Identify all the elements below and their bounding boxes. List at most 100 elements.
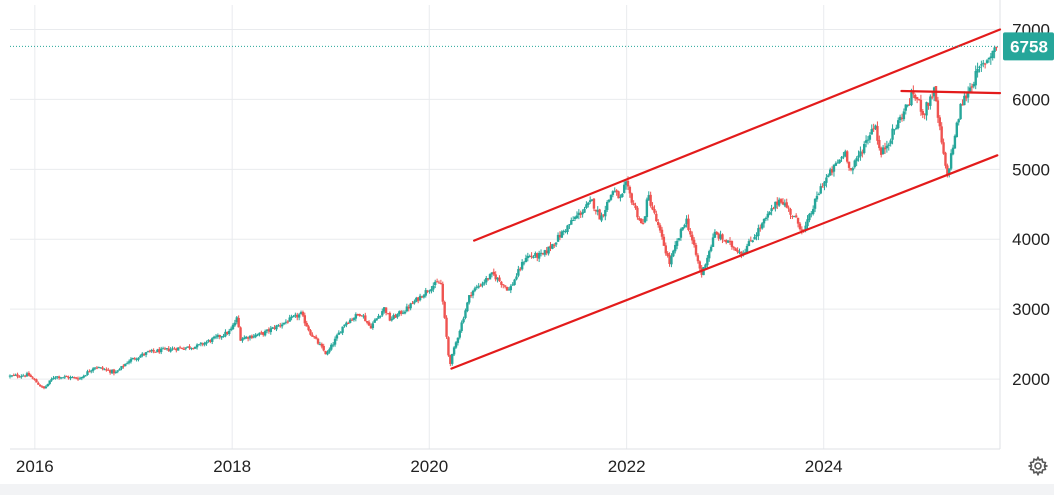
candle-body [798,223,802,230]
candle [838,159,841,164]
candle [320,342,324,349]
candle-body [42,386,46,389]
candle [239,326,242,341]
candle-body [704,264,707,268]
candle-body [8,375,12,377]
candle-body [216,334,220,337]
candle [711,233,715,247]
candle [770,204,773,216]
candle-body [125,363,129,365]
candle [575,211,579,220]
candle [817,192,821,196]
candle-body [80,377,84,379]
candle [876,121,879,145]
candle [492,268,495,276]
candle [413,299,416,305]
candle [471,289,475,299]
candle [307,324,310,332]
candle-body [838,159,841,164]
candle-body [40,386,44,388]
candle [456,337,460,346]
candle-body [844,151,847,157]
candle-body [830,169,834,173]
candle [723,239,726,242]
candle-body [536,253,539,258]
candle [156,348,159,353]
candle [721,233,724,244]
candle-body [808,214,811,221]
candle-body [989,56,993,59]
candle [31,375,34,380]
candle [386,313,390,315]
candle [337,330,341,335]
candle [607,199,611,203]
candle [658,223,662,233]
candle [863,141,866,155]
candle [430,286,433,294]
candle [568,223,571,229]
candle [483,279,486,286]
candle [481,281,484,288]
candle [396,313,399,319]
candle-body [426,290,429,292]
candle-body [169,349,172,352]
candle [949,149,953,171]
candle [330,343,333,351]
candle [475,284,478,290]
candle [435,278,439,283]
candle-body [919,99,923,112]
candle [447,336,450,357]
candle-body [821,186,824,188]
candle-body [931,96,934,98]
candle-body [857,155,860,158]
candle [936,96,940,123]
candle [605,200,609,212]
candle-body [759,227,762,229]
candle-body [67,376,70,379]
settings-button[interactable] [1026,454,1050,478]
candle [600,212,603,223]
candle-body [403,311,407,314]
candle-body [887,144,890,146]
candle [288,314,291,322]
candle [25,371,29,377]
candle-body [496,277,499,280]
candle [48,380,51,386]
candle-body [175,348,178,351]
candle [297,313,301,321]
candles [8,45,998,390]
candle [350,317,354,322]
candle-body [107,369,110,371]
candle [855,156,858,167]
candle [290,314,293,321]
candle [392,313,395,320]
candle-body [878,140,881,149]
candle-body [424,290,427,296]
candle-body [318,344,322,346]
candle [184,347,187,351]
candle [940,122,943,145]
candle-body [384,307,388,313]
candle-body [297,314,301,318]
candle-body [804,225,807,231]
candle [520,259,524,271]
candle [893,129,896,135]
candle-body [883,147,887,150]
candle [466,301,469,313]
candle [594,209,598,215]
candle [675,238,679,250]
candle [226,331,229,336]
candle-body [526,255,530,259]
candle [401,310,405,315]
candle [267,327,271,334]
candle [874,124,877,131]
candle-body [137,357,140,360]
candle [243,335,246,340]
candle [530,252,533,259]
candle [69,375,72,381]
candle-body [61,377,65,379]
candle [443,300,446,319]
candle-body [362,315,365,317]
candle-body [558,235,562,238]
candle-body [694,245,698,255]
